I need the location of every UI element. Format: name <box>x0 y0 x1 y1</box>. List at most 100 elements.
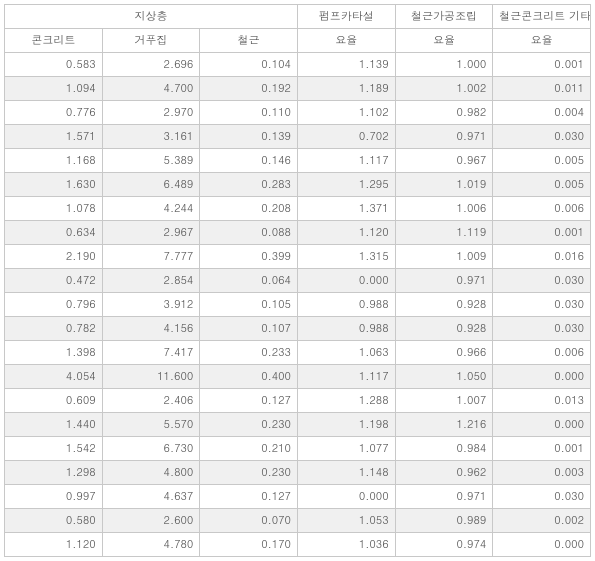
cell: 0.030 <box>493 293 591 317</box>
cell: 0.001 <box>493 437 591 461</box>
header-col-4: 요율 <box>395 29 493 53</box>
cell: 0.472 <box>5 269 103 293</box>
table-row: 1.3987.4170.2331.0630.9660.006 <box>5 341 591 365</box>
cell: 0.210 <box>200 437 298 461</box>
table-row: 0.7824.1560.1070.9880.9280.030 <box>5 317 591 341</box>
cell: 0.971 <box>395 269 493 293</box>
cell: 1.315 <box>297 245 395 269</box>
cell: 1.571 <box>5 125 103 149</box>
cell: 0.016 <box>493 245 591 269</box>
cell: 0.002 <box>493 509 591 533</box>
cell: 0.000 <box>493 413 591 437</box>
cell: 1.440 <box>5 413 103 437</box>
header-group-2: 철근가공조립 <box>395 5 493 29</box>
cell: 1.168 <box>5 149 103 173</box>
cell: 4.800 <box>102 461 200 485</box>
table-row: 1.1685.3890.1461.1170.9670.005 <box>5 149 591 173</box>
cell: 4.700 <box>102 77 200 101</box>
cell: 0.967 <box>395 149 493 173</box>
cell: 0.107 <box>200 317 298 341</box>
table-row: 0.7762.9700.1101.1020.9820.004 <box>5 101 591 125</box>
cell: 1.120 <box>5 533 103 557</box>
cell: 4.156 <box>102 317 200 341</box>
cell: 1.053 <box>297 509 395 533</box>
header-group-0: 지상층 <box>5 5 298 29</box>
cell: 6.489 <box>102 173 200 197</box>
table-row: 0.6092.4060.1271.2881.0070.013 <box>5 389 591 413</box>
header-col-0: 콘크리트 <box>5 29 103 53</box>
cell: 0.230 <box>200 413 298 437</box>
cell: 1.036 <box>297 533 395 557</box>
cell: 4.780 <box>102 533 200 557</box>
cell: 0.782 <box>5 317 103 341</box>
cell: 1.398 <box>5 341 103 365</box>
cell: 0.609 <box>5 389 103 413</box>
cell: 0.000 <box>297 485 395 509</box>
cell: 0.006 <box>493 197 591 221</box>
cell: 0.208 <box>200 197 298 221</box>
cell: 0.997 <box>5 485 103 509</box>
cell: 5.570 <box>102 413 200 437</box>
table-row: 1.5713.1610.1390.7020.9710.030 <box>5 125 591 149</box>
table-row: 0.9974.6370.1270.0000.9710.030 <box>5 485 591 509</box>
cell: 0.105 <box>200 293 298 317</box>
cell: 1.119 <box>395 221 493 245</box>
cell: 0.005 <box>493 173 591 197</box>
cell: 0.233 <box>200 341 298 365</box>
cell: 0.003 <box>493 461 591 485</box>
cell: 0.776 <box>5 101 103 125</box>
cell: 0.966 <box>395 341 493 365</box>
cell: 0.104 <box>200 53 298 77</box>
cell: 1.007 <box>395 389 493 413</box>
cell: 0.988 <box>297 317 395 341</box>
data-table: 지상층펌프카타설철근가공조립철근콘크리트 기타공사 콘크리트거푸집철근요율요율요… <box>4 4 591 557</box>
cell: 0.580 <box>5 509 103 533</box>
cell: 0.064 <box>200 269 298 293</box>
cell: 0.000 <box>493 365 591 389</box>
cell: 1.189 <box>297 77 395 101</box>
cell: 0.583 <box>5 53 103 77</box>
cell: 0.070 <box>200 509 298 533</box>
cell: 4.054 <box>5 365 103 389</box>
table-body: 0.5832.6960.1041.1391.0000.0011.0944.700… <box>5 53 591 557</box>
cell: 1.000 <box>395 53 493 77</box>
cell: 1.078 <box>5 197 103 221</box>
table-row: 0.4722.8540.0640.0000.9710.030 <box>5 269 591 293</box>
cell: 0.984 <box>395 437 493 461</box>
cell: 2.190 <box>5 245 103 269</box>
cell: 1.371 <box>297 197 395 221</box>
cell: 0.127 <box>200 485 298 509</box>
cell: 0.001 <box>493 221 591 245</box>
cell: 1.006 <box>395 197 493 221</box>
cell: 1.298 <box>5 461 103 485</box>
cell: 0.127 <box>200 389 298 413</box>
header-col-5: 요율 <box>493 29 591 53</box>
cell: 0.030 <box>493 485 591 509</box>
cell: 0.962 <box>395 461 493 485</box>
header-col-3: 요율 <box>297 29 395 53</box>
cell: 0.400 <box>200 365 298 389</box>
cell: 2.696 <box>102 53 200 77</box>
table-row: 1.0784.2440.2081.3711.0060.006 <box>5 197 591 221</box>
cell: 1.009 <box>395 245 493 269</box>
cell: 0.971 <box>395 485 493 509</box>
header-col-2: 철근 <box>200 29 298 53</box>
cell: 1.077 <box>297 437 395 461</box>
cell: 1.139 <box>297 53 395 77</box>
cell: 7.777 <box>102 245 200 269</box>
cell: 1.117 <box>297 365 395 389</box>
cell: 0.192 <box>200 77 298 101</box>
cell: 4.637 <box>102 485 200 509</box>
cell: 4.244 <box>102 197 200 221</box>
cell: 0.971 <box>395 125 493 149</box>
cell: 0.011 <box>493 77 591 101</box>
cell: 1.102 <box>297 101 395 125</box>
cell: 1.198 <box>297 413 395 437</box>
cell: 0.399 <box>200 245 298 269</box>
cell: 2.854 <box>102 269 200 293</box>
cell: 0.928 <box>395 293 493 317</box>
cell: 0.139 <box>200 125 298 149</box>
cell: 1.050 <box>395 365 493 389</box>
header-row-columns: 콘크리트거푸집철근요율요율요율 <box>5 29 591 53</box>
cell: 0.001 <box>493 53 591 77</box>
